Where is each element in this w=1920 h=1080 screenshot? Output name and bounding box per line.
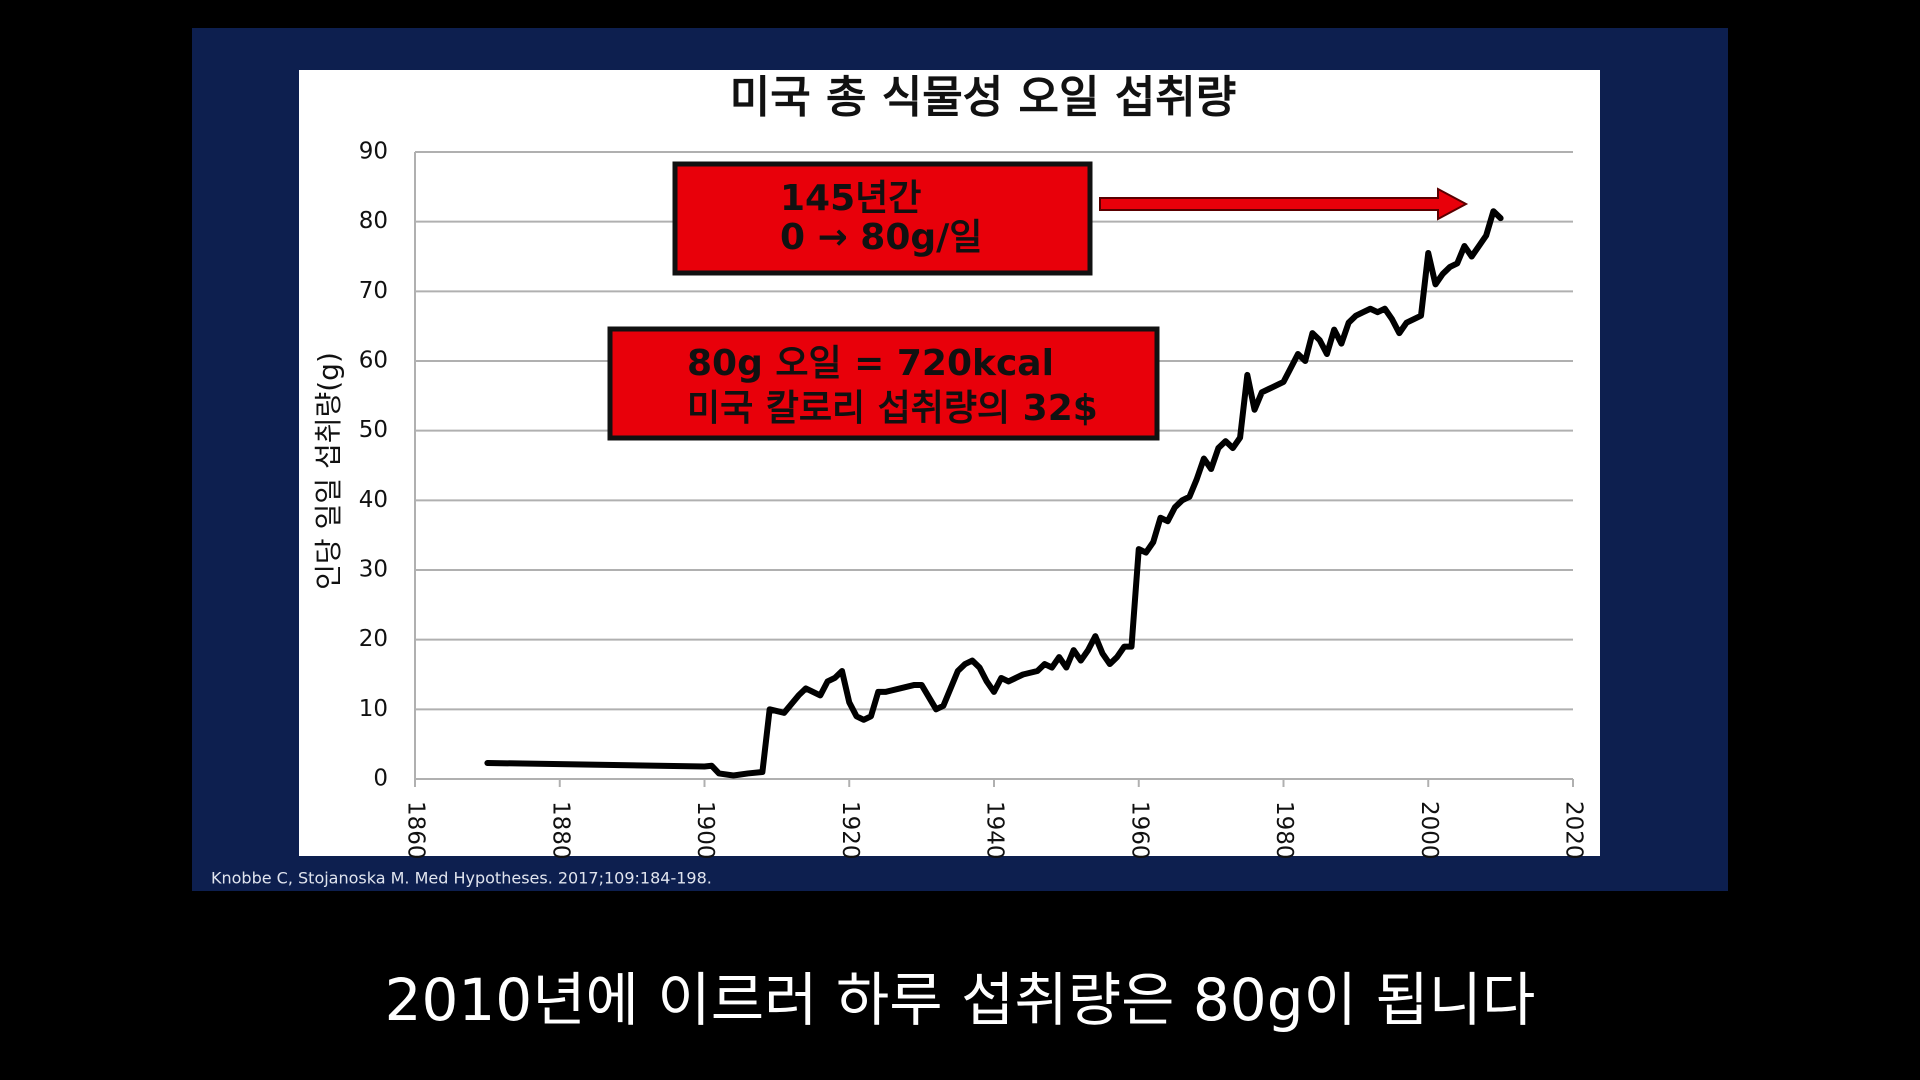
annotation-text: 미국 칼로리 섭취량의 32$	[687, 388, 1098, 429]
annotation-box	[672, 161, 1093, 276]
x-tick-label: 1880	[547, 801, 573, 860]
chart-title: 미국 총 식물성 오일 섭취량	[730, 72, 1237, 123]
y-tick-label: 0	[373, 766, 388, 792]
x-tick-label: 2000	[1416, 801, 1442, 860]
y-tick-label: 10	[359, 696, 388, 722]
x-tick-label: 1920	[837, 801, 863, 860]
annotation-box	[607, 326, 1160, 441]
y-tick-label: 30	[359, 557, 388, 583]
x-tick-label: 1900	[692, 801, 718, 860]
x-tick-label: 1940	[982, 801, 1008, 860]
caption: 2010년에 이르러 하루 섭취량은 80g이 됩니다	[385, 966, 1536, 1034]
y-axis-label: 인당 일일 섭취량(g)	[312, 352, 345, 590]
citation: Knobbe C, Stojanoska M. Med Hypotheses. …	[211, 869, 712, 888]
annotation-arrow	[1099, 187, 1469, 221]
y-tick-label: 70	[359, 278, 388, 304]
y-tick-label: 60	[359, 348, 388, 374]
x-tick-label: 1960	[1126, 801, 1152, 860]
annotation-text: 80g 오일 = 720kcal	[687, 343, 1054, 384]
annotation-text: 0 → 80g/일	[780, 217, 982, 258]
x-tick-label: 1860	[403, 801, 429, 860]
y-tick-label: 20	[359, 626, 388, 652]
y-tick-label: 50	[359, 417, 388, 443]
annotation-text: 145년간	[780, 178, 921, 219]
y-tick-label: 40	[359, 487, 388, 513]
y-tick-label: 80	[359, 208, 388, 234]
data-line	[484, 208, 1504, 779]
x-tick-label: 1980	[1271, 801, 1297, 860]
x-tick-label: 2020	[1561, 801, 1587, 860]
y-tick-label: 90	[359, 139, 388, 165]
